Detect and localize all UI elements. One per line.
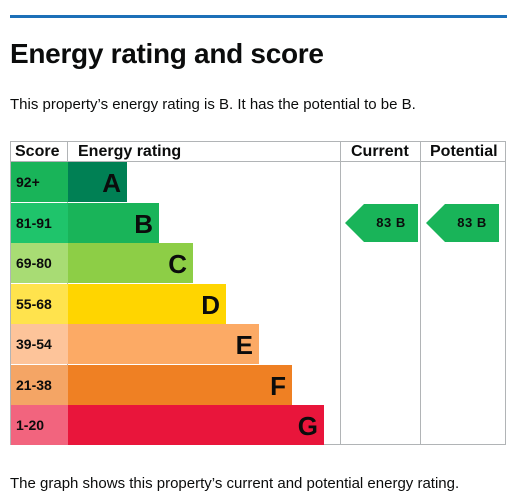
band-letter: E bbox=[235, 330, 253, 360]
energy-rating-header: Energy rating bbox=[78, 143, 182, 160]
band-letter: G bbox=[297, 411, 318, 441]
potential-arrow-shape bbox=[426, 203, 499, 242]
band-bar: E bbox=[68, 324, 259, 364]
band-bar: D bbox=[68, 283, 226, 324]
page-title: Energy rating and score bbox=[10, 38, 324, 69]
band-score-range: 92+ bbox=[11, 162, 68, 202]
energy-rating-chart: Score Energy rating Current Potential 92… bbox=[10, 141, 506, 445]
band-letter: D bbox=[201, 289, 220, 320]
band-bar: C bbox=[68, 243, 193, 283]
band-bar: F bbox=[68, 364, 292, 405]
top-divider bbox=[10, 15, 507, 18]
potential-column-divider bbox=[420, 141, 421, 444]
band-bar: B bbox=[68, 202, 159, 243]
band-letter: F bbox=[270, 370, 286, 401]
current-column-divider bbox=[340, 141, 341, 444]
band-score-range: 81-91 bbox=[11, 202, 68, 243]
rating-summary: This property’s energy rating is B. It h… bbox=[10, 96, 416, 113]
band-score-range: 1-20 bbox=[11, 405, 68, 445]
band-score-range: 39-54 bbox=[11, 324, 68, 364]
score-header: Score bbox=[15, 143, 60, 160]
header-divider bbox=[10, 161, 505, 162]
band-score-range: 21-38 bbox=[11, 364, 68, 405]
potential-rating-label: 83 B bbox=[457, 214, 487, 230]
current-header: Current bbox=[351, 143, 409, 160]
band-letter: B bbox=[134, 208, 153, 239]
band-letter: C bbox=[168, 249, 187, 279]
chart-description: The graph shows this property’s current … bbox=[10, 475, 460, 492]
potential-header: Potential bbox=[430, 143, 498, 160]
band-bar: A bbox=[68, 162, 127, 202]
band-score-range: 69-80 bbox=[11, 243, 68, 283]
band-bar: G bbox=[68, 405, 324, 445]
current-rating-label: 83 B bbox=[376, 214, 406, 230]
band-score-range: 55-68 bbox=[11, 283, 68, 324]
current-arrow-shape bbox=[345, 203, 418, 242]
band-letter: A bbox=[102, 168, 121, 198]
